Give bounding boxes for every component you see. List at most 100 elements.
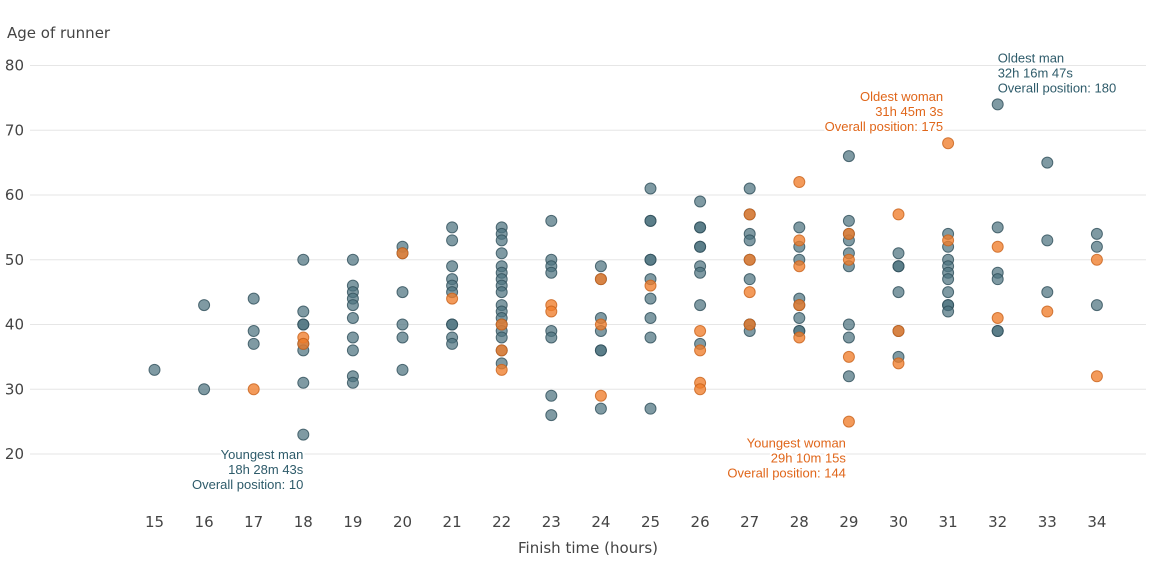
data-point-woman	[1090, 253, 1103, 266]
data-point-man	[743, 234, 756, 247]
x-axis-title: Finish time (hours)	[518, 539, 658, 557]
data-point-man	[991, 98, 1004, 111]
data-point-man	[396, 331, 409, 344]
data-point-man	[346, 299, 359, 312]
annotation-line: Youngest woman	[747, 436, 846, 451]
data-point-woman	[694, 324, 707, 337]
x-tick-label: 34	[1087, 513, 1106, 531]
x-tick-label: 21	[443, 513, 462, 531]
data-point-man	[545, 266, 558, 279]
data-point-woman	[892, 208, 905, 221]
data-point-man	[247, 324, 260, 337]
data-point-man	[842, 150, 855, 163]
data-point-woman	[594, 389, 607, 402]
data-point-man	[644, 214, 657, 227]
data-point-man	[644, 253, 657, 266]
data-point-man	[694, 195, 707, 208]
grid-lines	[30, 65, 1146, 455]
x-tick-label: 32	[988, 513, 1007, 531]
data-point-man	[297, 428, 310, 441]
data-point-man	[247, 292, 260, 305]
data-point-man	[297, 318, 310, 331]
data-point-woman	[446, 292, 459, 305]
data-point-man	[247, 337, 260, 350]
annotation-line: Overall position: 175	[825, 119, 944, 134]
data-point-woman	[793, 260, 806, 273]
data-point-man	[842, 331, 855, 344]
annotation-line: Youngest man	[221, 447, 304, 462]
data-point-man	[743, 273, 756, 286]
y-tick-label: 50	[5, 251, 24, 269]
data-point-man	[446, 260, 459, 273]
data-point-woman	[892, 324, 905, 337]
data-point-man	[545, 409, 558, 422]
data-point-woman	[743, 286, 756, 299]
data-point-man	[694, 221, 707, 234]
x-tick-label: 27	[740, 513, 759, 531]
data-point-man	[594, 344, 607, 357]
data-point-man	[644, 182, 657, 195]
x-tick-label: 28	[790, 513, 809, 531]
x-tick-label: 25	[641, 513, 660, 531]
data-point-man	[446, 337, 459, 350]
data-point-woman	[495, 363, 508, 376]
data-point-woman	[495, 318, 508, 331]
data-point-woman	[594, 273, 607, 286]
data-point-man	[991, 324, 1004, 337]
data-point-man	[1090, 240, 1103, 253]
data-point-woman	[545, 305, 558, 318]
x-axis-ticks: 15 16 17 18 19 20 21 22 23 24 25 26 27 28 29 30 31 32 33 34	[145, 513, 1106, 531]
data-point-woman	[842, 350, 855, 363]
data-point-woman	[892, 357, 905, 370]
data-point-man	[545, 389, 558, 402]
annotation-line: Overall position: 10	[192, 477, 303, 492]
data-point-man	[346, 253, 359, 266]
data-point-woman	[991, 240, 1004, 253]
data-point-woman	[842, 253, 855, 266]
y-tick-label: 80	[5, 57, 24, 75]
data-point-man	[694, 266, 707, 279]
data-point-woman	[793, 176, 806, 189]
x-tick-label: 15	[145, 513, 164, 531]
data-point-woman	[694, 383, 707, 396]
data-point-man	[148, 363, 161, 376]
data-point-woman	[942, 137, 955, 150]
data-point-man	[644, 331, 657, 344]
data-point-woman	[1090, 370, 1103, 383]
y-tick-label: 70	[5, 121, 24, 139]
data-point-woman	[793, 331, 806, 344]
x-tick-label: 20	[393, 513, 412, 531]
data-point-man	[594, 260, 607, 273]
data-point-woman	[991, 312, 1004, 325]
data-point-man	[892, 247, 905, 260]
data-point-man	[396, 363, 409, 376]
data-point-man	[198, 383, 211, 396]
x-tick-label: 18	[294, 513, 313, 531]
y-tick-label: 40	[5, 316, 24, 334]
x-tick-label: 23	[542, 513, 561, 531]
data-point-man	[1090, 227, 1103, 240]
data-point-woman	[743, 318, 756, 331]
data-point-man	[644, 292, 657, 305]
x-tick-label: 29	[839, 513, 858, 531]
data-point-woman	[694, 344, 707, 357]
y-tick-label: 30	[5, 380, 24, 398]
data-point-man	[346, 312, 359, 325]
data-point-woman	[842, 227, 855, 240]
data-point-man	[1090, 299, 1103, 312]
data-point-man	[346, 376, 359, 389]
data-point-man	[1041, 234, 1054, 247]
data-point-man	[495, 286, 508, 299]
data-point-woman	[495, 344, 508, 357]
data-point-woman	[942, 234, 955, 247]
data-point-woman	[594, 318, 607, 331]
data-point-man	[842, 318, 855, 331]
data-point-man	[1041, 286, 1054, 299]
data-point-man	[1041, 156, 1054, 169]
data-point-man	[942, 273, 955, 286]
data-point-woman	[396, 247, 409, 260]
